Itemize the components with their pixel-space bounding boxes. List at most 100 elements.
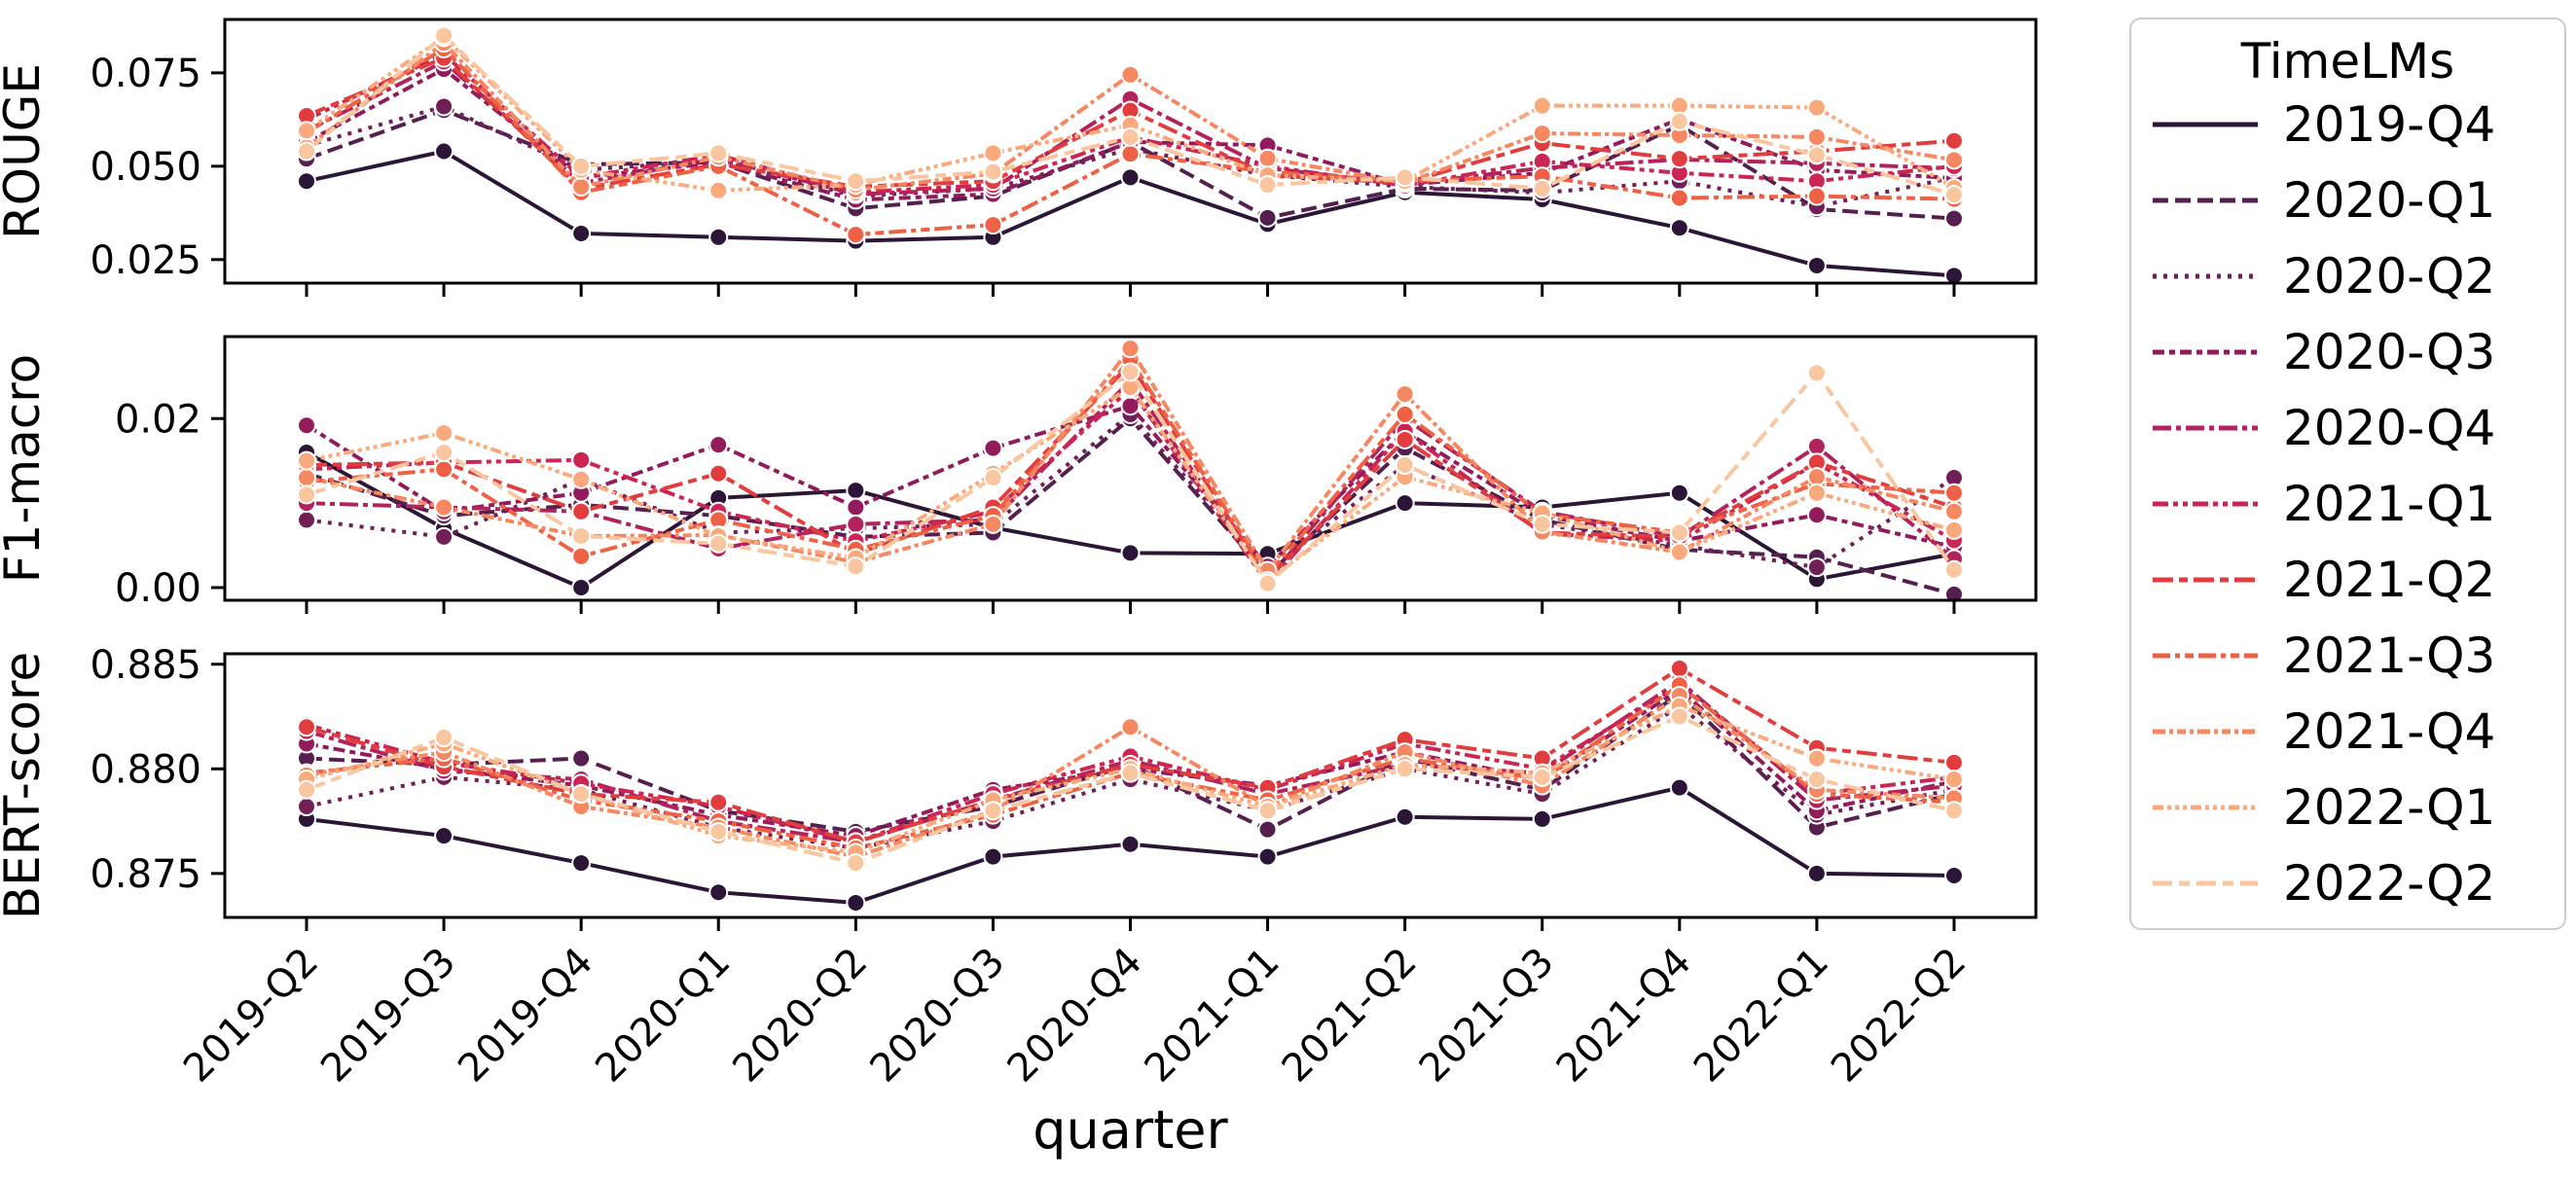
data-point-2022-Q2: [1669, 111, 1689, 131]
legend: TimeLMs 2019-Q4 2020-Q1 2020-Q2 2020-Q3 2020…: [2129, 18, 2566, 930]
data-point-2020-Q2: [297, 797, 316, 817]
data-point-2022-Q1: [1669, 542, 1689, 562]
data-point-2019-Q4: [846, 481, 866, 501]
legend-title: TimeLMs: [2240, 33, 2455, 90]
data-point-2021-Q2: [1669, 149, 1689, 169]
data-point-2021-Q3: [1120, 144, 1141, 164]
data-point-2019-Q4: [708, 227, 729, 247]
y-tick-label: 0.00: [115, 566, 201, 611]
data-point-2022-Q2: [1532, 767, 1552, 787]
data-point-2022-Q2: [708, 533, 729, 554]
legend-label: 2022-Q1: [2283, 779, 2496, 836]
data-point-2022-Q2: [1943, 559, 1964, 580]
data-point-2021-Q3: [1806, 186, 1827, 206]
data-point-2022-Q1: [1943, 770, 1964, 790]
data-point-2022-Q2: [297, 141, 316, 161]
data-point-2020-Q4: [1806, 436, 1827, 456]
y-axis-label-f1-macro: F1-macro: [0, 354, 51, 584]
data-point-2022-Q1: [1806, 483, 1827, 503]
data-point-2022-Q2: [1120, 126, 1141, 147]
data-point-2020-Q3: [846, 497, 866, 518]
data-point-2019-Q4: [1669, 777, 1689, 798]
legend-label: 2020-Q1: [2283, 172, 2496, 229]
data-point-2021-Q3: [846, 225, 866, 245]
legend-label: 2021-Q3: [2283, 627, 2496, 684]
data-point-2022-Q2: [1532, 178, 1552, 198]
data-point-2019-Q4: [434, 141, 454, 161]
legend-item-2020-Q3: 2020-Q3: [2151, 324, 2564, 380]
data-point-2019-Q4: [1120, 834, 1141, 854]
legend-line-sample-2020-Q4: [2153, 425, 2258, 431]
data-point-2021-Q4: [297, 468, 316, 488]
data-point-2022-Q2: [434, 25, 454, 46]
legend-item-2022-Q2: 2022-Q2: [2151, 855, 2564, 912]
data-point-2022-Q2: [297, 779, 316, 800]
legend-label: 2021-Q1: [2283, 476, 2496, 532]
data-point-2022-Q1: [434, 423, 454, 444]
legend-item-2021-Q2: 2021-Q2: [2151, 552, 2564, 608]
data-point-2022-Q1: [297, 450, 316, 471]
data-point-2021-Q4: [1120, 717, 1141, 737]
y-tick-label: 0.880: [90, 747, 201, 792]
data-point-2022-Q1: [1806, 748, 1827, 769]
data-point-2020-Q3: [983, 438, 1003, 458]
legend-item-2020-Q2: 2020-Q2: [2151, 248, 2564, 305]
data-point-2021-Q4: [434, 497, 454, 518]
data-point-2022-Q2: [846, 171, 866, 192]
x-tick-label: 2020-Q4: [999, 940, 1151, 1092]
legend-label: 2021-Q2: [2283, 552, 2496, 608]
data-point-2022-Q2: [708, 821, 729, 842]
data-point-2022-Q2: [1257, 573, 1278, 593]
legend-item-2020-Q4: 2020-Q4: [2151, 400, 2564, 456]
data-point-2022-Q1: [708, 180, 729, 200]
subplot-f1-macro: 0.00 0.02 F1-macro: [0, 335, 2038, 614]
data-point-2019-Q4: [1120, 543, 1141, 563]
data-point-2021-Q4: [1943, 501, 1964, 521]
data-point-2020-Q4: [846, 514, 866, 534]
data-point-2019-Q4: [1395, 493, 1415, 514]
data-point-2022-Q2: [1669, 522, 1689, 543]
data-point-2020-Q1: [1257, 207, 1278, 228]
legend-items: 2019-Q4 2020-Q1 2020-Q2 2020-Q3 2020-Q4 2021-…: [2131, 96, 2564, 928]
data-point-2019-Q4: [571, 853, 592, 874]
data-point-2019-Q4: [571, 223, 592, 243]
y-tick-label: 0.02: [115, 397, 201, 442]
y-axis-label-bert-score: BERT-score: [0, 652, 51, 919]
y-tick-label: 0.885: [90, 643, 201, 688]
y-tick-label: 0.875: [90, 852, 201, 897]
data-point-2022-Q2: [1943, 185, 1964, 205]
data-point-2021-Q2: [708, 792, 729, 812]
data-point-2019-Q4: [297, 171, 316, 192]
data-point-2020-Q2: [1806, 557, 1827, 578]
data-point-2022-Q2: [983, 801, 1003, 821]
data-point-2020-Q1: [571, 748, 592, 769]
legend-label: 2019-Q4: [2283, 96, 2496, 153]
legend-line-sample-2019-Q4: [2153, 122, 2258, 127]
data-point-2022-Q2: [434, 728, 454, 748]
data-point-2021-Q3: [1669, 188, 1689, 208]
subplot-bert-score: 0.8750.8800.8852019-Q22019-Q32019-Q42020…: [0, 643, 2038, 1092]
data-point-2022-Q2: [1395, 759, 1415, 779]
legend-item-2022-Q1: 2022-Q1: [2151, 779, 2564, 836]
data-point-2022-Q2: [1257, 801, 1278, 821]
data-point-2020-Q2: [434, 96, 454, 117]
y-tick-label: 0.050: [90, 145, 201, 190]
data-point-2019-Q4: [1395, 807, 1415, 827]
data-point-2021-Q4: [1806, 126, 1827, 147]
data-point-2019-Q4: [1120, 167, 1141, 188]
data-point-2019-Q4: [1943, 865, 1964, 885]
legend-item-2021-Q1: 2021-Q1: [2151, 476, 2564, 532]
legend-label: 2022-Q2: [2283, 855, 2496, 912]
data-point-2021-Q4: [1120, 339, 1141, 359]
legend-line-sample-2020-Q2: [2153, 273, 2258, 279]
data-point-2021-Q4: [983, 514, 1003, 534]
x-tick-label: 2019-Q4: [450, 940, 601, 1092]
data-point-2019-Q4: [434, 826, 454, 846]
data-point-2021-Q3: [1395, 404, 1415, 424]
legend-item-2020-Q1: 2020-Q1: [2151, 172, 2564, 229]
data-point-2022-Q2: [1532, 514, 1552, 534]
legend-item-2019-Q4: 2019-Q4: [2151, 96, 2564, 153]
legend-line-sample-2021-Q4: [2153, 729, 2258, 735]
data-point-2021-Q2: [1669, 659, 1689, 679]
